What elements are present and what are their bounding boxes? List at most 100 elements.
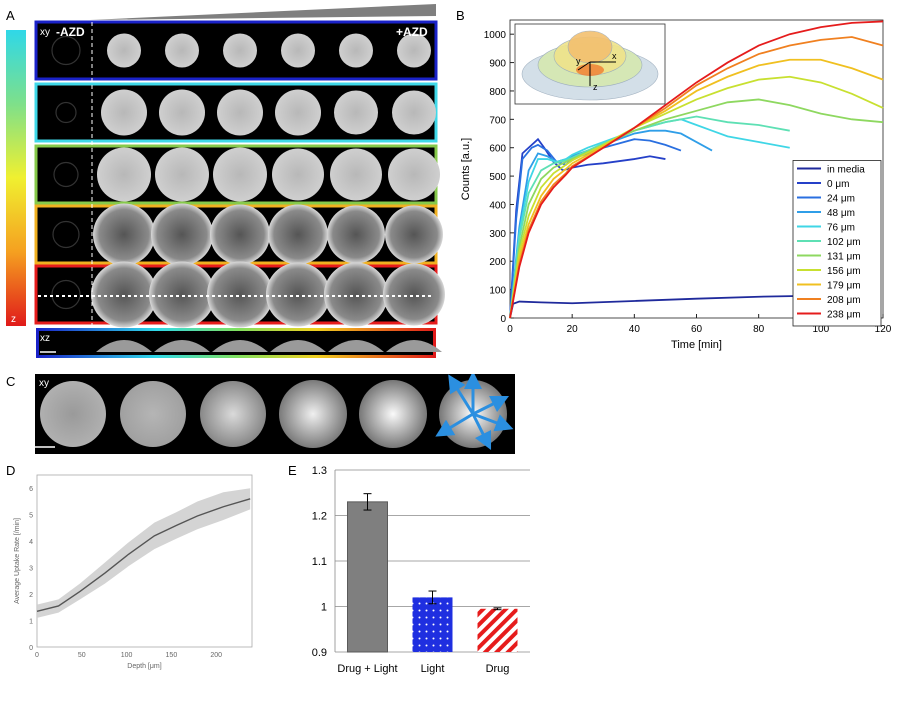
confidence-band <box>37 488 251 618</box>
spheroid-c-2 <box>120 381 186 447</box>
panel-a-label: A <box>6 8 15 23</box>
y-tick-label: 1.1 <box>312 556 327 568</box>
xz-profile <box>154 340 210 352</box>
mean-line <box>36 498 251 612</box>
series-line <box>509 118 790 319</box>
panel-e-chart: 0.9 1 1.1 1.2 1.3 Drug + Light Light Drug <box>312 465 530 675</box>
diffusion-arrows <box>435 374 514 451</box>
x-tick-label: 200 <box>210 652 222 659</box>
x-tick-label: 60 <box>691 324 703 335</box>
x-tick-label: 150 <box>166 652 178 659</box>
panel-c-label: C <box>6 374 16 389</box>
legend-entry: in media <box>827 164 865 175</box>
xy-label: xy <box>40 27 50 38</box>
spheroid-frame <box>339 33 373 68</box>
spheroid-c-1 <box>40 381 106 447</box>
y-tick-label: 2 <box>29 592 33 599</box>
bar <box>477 608 518 652</box>
xz-right-border <box>433 328 436 358</box>
legend-entry: 156 μm <box>827 266 861 277</box>
spheroid-control <box>52 220 80 249</box>
spheroid-c-4 <box>279 380 347 448</box>
xz-profile <box>96 340 152 352</box>
bar <box>412 597 453 652</box>
spheroid-control <box>51 35 81 66</box>
y-tick-label: 5 <box>29 513 33 520</box>
inset-y-label: y <box>576 56 581 66</box>
spheroid-frame <box>388 148 440 201</box>
spheroid-frame <box>151 203 213 266</box>
x-tick-label: 0 <box>507 324 513 335</box>
y-tick-label: 0.9 <box>312 647 327 659</box>
panel-b-label: B <box>456 8 465 23</box>
x-tick-label: 40 <box>629 324 641 335</box>
spheroid-frame <box>107 33 141 68</box>
spheroid-control <box>55 101 77 124</box>
spheroid-frame <box>207 261 273 328</box>
panel-c-xy-label: xy <box>39 378 49 389</box>
legend-entry: 208 μm <box>827 295 861 306</box>
xz-profile <box>386 340 442 352</box>
plus-azd-label: +AZD <box>396 25 428 39</box>
x-axis-label: Depth [μm] <box>127 663 161 670</box>
spheroid-control <box>51 279 81 310</box>
inset-z-label: z <box>593 82 598 92</box>
y-tick-label: 1.2 <box>312 511 327 523</box>
spheroid-frame <box>327 205 385 264</box>
legend-entry: 24 μm <box>827 193 855 204</box>
y-tick-label: 1 <box>321 602 327 614</box>
y-tick-label: 3 <box>29 566 33 573</box>
panel-b-chart: 0 100 200 300 400 500 600 700 800 900 1000 0 20 40 60 8… <box>460 19 892 351</box>
series-line <box>509 294 806 319</box>
series-line <box>509 115 790 319</box>
legend-entry: 102 μm <box>827 237 861 248</box>
y-tick-label: 200 <box>489 257 506 268</box>
category-label: Light <box>421 663 445 675</box>
series-line <box>509 98 884 319</box>
x-tick-label: 80 <box>753 324 765 335</box>
spheroid-frame <box>330 148 382 201</box>
azd-concentration-wedge <box>90 4 436 20</box>
spheroid-frame <box>165 33 199 68</box>
legend-entry: 76 μm <box>827 222 855 233</box>
y-tick-label: 1.3 <box>312 465 327 477</box>
legend-entry: 179 μm <box>827 280 861 291</box>
y-tick-label: 0 <box>29 645 33 652</box>
x-tick-label: 100 <box>121 652 133 659</box>
z-depth-colorbar <box>6 30 26 326</box>
x-tick-label: 20 <box>567 324 579 335</box>
y-tick-label: 1000 <box>484 30 507 41</box>
x-tick-label: 120 <box>875 324 892 335</box>
xz-left-border <box>36 328 39 358</box>
x-tick-label: 100 <box>812 324 829 335</box>
spheroid-frame <box>268 204 328 265</box>
spheroid-frame <box>272 148 324 201</box>
spheroid-frame <box>275 89 321 136</box>
panel-c-background <box>35 374 515 454</box>
series-line <box>509 20 884 319</box>
x-tick-label: 0 <box>35 652 39 659</box>
spheroid-c-5 <box>359 380 427 448</box>
y-tick-label: 300 <box>489 229 506 240</box>
z-axis-label: z <box>11 314 16 325</box>
spheroid-frame <box>155 147 209 202</box>
spheroid-frame <box>97 147 151 202</box>
minus-azd-label: -AZD <box>56 25 85 39</box>
xz-profile <box>328 340 384 352</box>
y-tick-label: 500 <box>489 172 506 183</box>
y-tick-label: 900 <box>489 59 506 70</box>
xz-profile <box>270 340 326 352</box>
xz-profile <box>212 340 268 352</box>
xz-bottom-border <box>36 355 436 358</box>
inset-x-label: x <box>612 51 617 61</box>
spheroid-frame <box>392 90 436 135</box>
legend-entry: 0 μm <box>827 179 849 190</box>
spheroid-frame <box>383 263 445 326</box>
spheroid-frame <box>101 89 147 136</box>
legend-entry: 48 μm <box>827 208 855 219</box>
y-tick-label: 0 <box>500 314 506 325</box>
spheroid-frame <box>334 90 378 135</box>
y-axis-label: Average Uptake Rate [/min] <box>14 518 21 604</box>
category-label: Drug + Light <box>337 663 397 675</box>
bar <box>347 501 388 653</box>
